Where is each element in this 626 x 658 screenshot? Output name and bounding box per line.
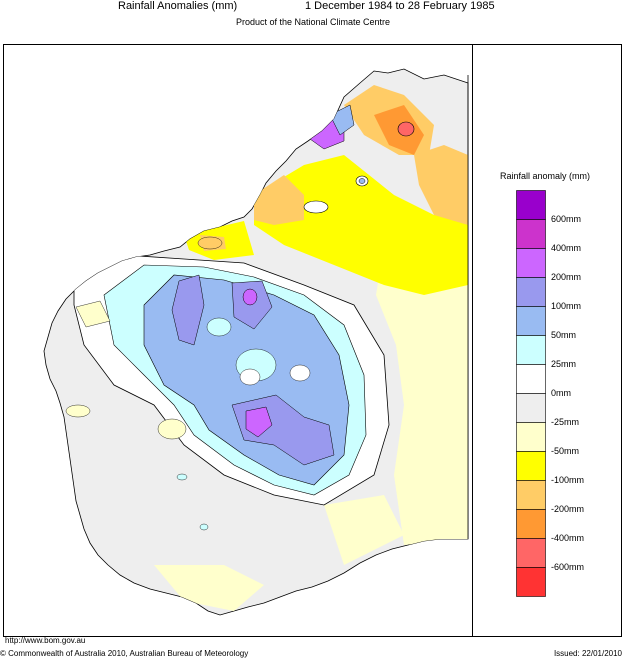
- zone-100mm-north: [231, 280, 273, 330]
- zone-dry-south: [154, 565, 264, 611]
- legend-swatch: [516, 422, 546, 452]
- legend-swatch: [516, 480, 546, 510]
- legend-label: -25mm: [551, 417, 580, 427]
- legend-label: -100mm: [551, 475, 585, 485]
- legend-label: 25mm: [551, 359, 577, 369]
- legend-swatch: [516, 451, 546, 481]
- zone-west-coast-2: [65, 404, 91, 418]
- legend-label: 100mm: [551, 301, 582, 311]
- zone-below-average-north: [254, 155, 468, 295]
- copyright-text: © Commonwealth of Australia 2010, Austra…: [0, 649, 249, 658]
- legend-swatch: [516, 509, 546, 539]
- legend-swatch: [516, 393, 546, 423]
- legend-label: 0mm: [551, 388, 571, 398]
- legend-label: 400mm: [551, 243, 582, 253]
- zone-southwest-moist: [199, 523, 209, 531]
- zone-much-below-east-kimberley: [414, 145, 468, 225]
- legend-swatch: [516, 219, 546, 249]
- zone-dry-inclusion-1: [206, 317, 232, 337]
- legend-label: 50mm: [551, 330, 577, 340]
- zone-dry-inclusion-3: [239, 368, 261, 386]
- legend-swatch: [516, 364, 546, 394]
- legend-label: -600mm: [551, 562, 585, 572]
- map-subtitle: Product of the National Climate Centre: [235, 17, 391, 27]
- legend-swatch: [516, 335, 546, 365]
- map-period: 1 December 1984 to 28 February 1985: [305, 0, 495, 12]
- legend-divider: [472, 44, 473, 637]
- zone-200mm-north: [242, 288, 258, 306]
- zone-100mm-west: [171, 274, 205, 346]
- legend-swatch: [516, 277, 546, 307]
- map-frame: [3, 44, 622, 637]
- zone-dry-inclusion-4: [289, 364, 311, 382]
- legend-label: -200mm: [551, 504, 585, 514]
- zone-contour-ring-3: [358, 178, 366, 184]
- zone-pilbara-orange: [197, 236, 223, 250]
- legend-swatch: [516, 538, 546, 568]
- legend-swatch: [516, 248, 546, 278]
- source-url[interactable]: http://www.bom.gov.au: [5, 636, 86, 645]
- legend-swatch: [516, 190, 546, 220]
- legend-label: 200mm: [551, 272, 582, 282]
- zone-dry-southeast: [324, 495, 404, 565]
- rainfall-anomaly-map: [43, 68, 469, 616]
- legend-title: Rainfall anomaly (mm): [500, 171, 591, 181]
- zone-200mm-south: [245, 406, 273, 438]
- zone-south-moist: [176, 473, 188, 481]
- zone-extreme-kimberley: [397, 121, 415, 137]
- legend-swatch: [516, 306, 546, 336]
- zone-contour-ring-1: [303, 200, 329, 214]
- map-title: Rainfall Anomalies (mm): [118, 0, 238, 12]
- legend-label: -400mm: [551, 533, 585, 543]
- zone-dry-east: [376, 245, 468, 545]
- zone-west-coast-1: [75, 300, 111, 328]
- legend-label: -50mm: [551, 446, 580, 456]
- zone-much-below-west-kimberley: [254, 175, 304, 225]
- legend-label: 600mm: [551, 214, 582, 224]
- title-row: Rainfall Anomalies (mm) 1 December 1984 …: [0, 0, 626, 14]
- legend-swatch: [516, 567, 546, 597]
- legend-color-bar: [516, 190, 546, 597]
- issued-date: Issued: 22/01/2010: [553, 649, 622, 658]
- zone-west-coast-3: [157, 418, 187, 440]
